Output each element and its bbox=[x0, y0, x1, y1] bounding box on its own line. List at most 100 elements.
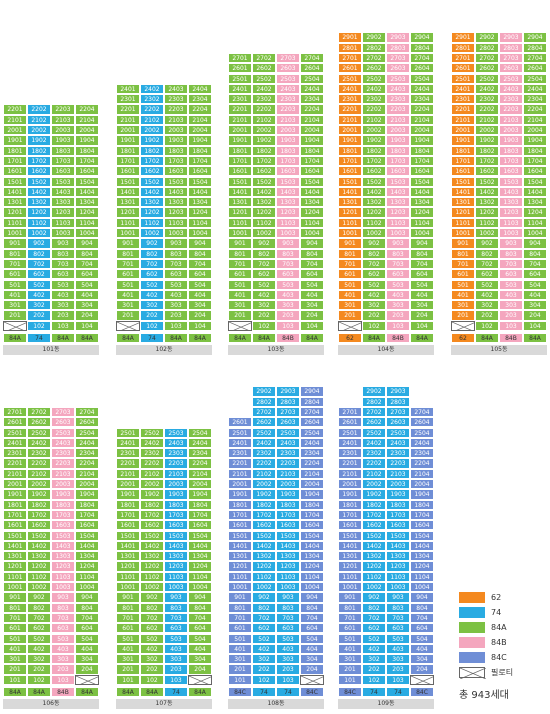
unit-cell: 2404 bbox=[523, 83, 547, 95]
unit-cell: 1503 bbox=[499, 176, 523, 187]
unit-cell: 904 bbox=[188, 238, 212, 249]
unit-cell: 1003 bbox=[51, 228, 75, 239]
unit-cell: 1703 bbox=[276, 155, 300, 167]
unit-cell: 1604 bbox=[75, 520, 99, 531]
unit-cell: 2802 bbox=[362, 396, 386, 407]
unit-cell: 604 bbox=[410, 269, 434, 280]
unit-cell: 2501 bbox=[116, 427, 140, 438]
unit-cell: 1701 bbox=[338, 509, 362, 521]
unit-cell: 1904 bbox=[75, 135, 99, 146]
unit-cell: 1802 bbox=[252, 499, 276, 510]
unit-cell: 1504 bbox=[75, 176, 99, 187]
unit-cell: 1604 bbox=[188, 166, 212, 177]
unit-cell: 2204 bbox=[300, 104, 324, 115]
unit-cell: 1403 bbox=[276, 540, 300, 552]
unit-cell: 2701 bbox=[3, 406, 27, 418]
unit-cell: 604 bbox=[410, 623, 434, 634]
unit-cell: 1601 bbox=[338, 520, 362, 531]
unit-type-label: 74 bbox=[164, 687, 188, 697]
unit-cell: 1604 bbox=[410, 520, 434, 531]
unit-cell: 2203 bbox=[499, 104, 523, 115]
unit-cell: 1903 bbox=[276, 135, 300, 146]
unit-cell: 2504 bbox=[410, 73, 434, 84]
building-name: 101동 bbox=[3, 345, 99, 355]
unit-cell: 804 bbox=[300, 248, 324, 259]
unit-cell: 1101 bbox=[228, 217, 252, 228]
unit-cell: 1902 bbox=[140, 489, 164, 500]
unit-cell: 304 bbox=[75, 300, 99, 311]
unit-cell: 2503 bbox=[276, 427, 300, 438]
unit-cell: 2101 bbox=[338, 468, 362, 479]
unit-cell: 2002 bbox=[27, 125, 51, 136]
unit-cell: 2004 bbox=[75, 125, 99, 136]
unit-cell: 1402 bbox=[140, 186, 164, 198]
unit-cell: 1502 bbox=[140, 530, 164, 541]
unit-cell: 2601 bbox=[228, 63, 252, 74]
unit-cell: 2204 bbox=[188, 104, 212, 115]
unit-cell: 1504 bbox=[300, 176, 324, 187]
unit-type-label: 84B bbox=[386, 333, 410, 343]
unit-cell: 704 bbox=[75, 258, 99, 270]
legend-swatch-74 bbox=[459, 607, 485, 618]
unit-cell: 604 bbox=[300, 269, 324, 280]
pilotis-cell bbox=[451, 320, 475, 331]
unit-cell: 501 bbox=[3, 633, 27, 644]
unit-cell: 301 bbox=[116, 300, 140, 311]
unit-cell: 2103 bbox=[276, 468, 300, 479]
unit-cell: 2803 bbox=[386, 42, 410, 53]
unit-cell: 1901 bbox=[338, 489, 362, 500]
unit-cell: 803 bbox=[51, 248, 75, 259]
unit-cell: 901 bbox=[116, 592, 140, 603]
unit-cell: 1104 bbox=[75, 217, 99, 228]
unit-cell: 901 bbox=[338, 238, 362, 249]
unit-cell: 404 bbox=[188, 643, 212, 655]
unit-cell: 401 bbox=[116, 289, 140, 301]
unit-cell: 1903 bbox=[386, 135, 410, 146]
unit-cell: 1203 bbox=[386, 207, 410, 218]
unit-cell: 1302 bbox=[475, 197, 499, 208]
unit-cell: 1202 bbox=[252, 561, 276, 572]
unit-cell: 1201 bbox=[3, 207, 27, 218]
unit-cell: 1301 bbox=[228, 197, 252, 208]
building-name: 105동 bbox=[451, 345, 547, 355]
unit-cell: 602 bbox=[362, 269, 386, 280]
unit-cell: 1901 bbox=[228, 489, 252, 500]
unit-cell: 604 bbox=[75, 269, 99, 280]
legend-item-pilotis: 필로티 bbox=[459, 667, 549, 679]
unit-cell: 1902 bbox=[252, 135, 276, 146]
unit-type-label: 74 bbox=[140, 333, 164, 343]
unit-cell: 2402 bbox=[252, 83, 276, 95]
unit-cell: 1804 bbox=[523, 145, 547, 156]
legend-label: 84B bbox=[491, 638, 507, 647]
unit-cell: 2002 bbox=[252, 479, 276, 490]
unit-cell: 2903 bbox=[386, 32, 410, 43]
unit-cell: 1102 bbox=[27, 571, 51, 582]
unit-cell: 2202 bbox=[140, 104, 164, 115]
unit-cell: 402 bbox=[362, 289, 386, 301]
legend-item-84a: 84A bbox=[459, 622, 549, 634]
unit-cell: 1302 bbox=[252, 197, 276, 208]
unit-cell: 701 bbox=[228, 612, 252, 624]
unit-cell: 804 bbox=[188, 248, 212, 259]
unit-cell: 1702 bbox=[475, 155, 499, 167]
unit-cell: 703 bbox=[51, 258, 75, 270]
unit-cell: 2301 bbox=[116, 94, 140, 105]
unit-cell: 2604 bbox=[523, 63, 547, 74]
unit-cell: 1903 bbox=[276, 489, 300, 500]
unit-cell: 1702 bbox=[252, 155, 276, 167]
unit-cell: 2003 bbox=[276, 479, 300, 490]
unit-cell: 1303 bbox=[386, 551, 410, 562]
unit-cell: 2702 bbox=[362, 52, 386, 64]
unit-cell: 1203 bbox=[276, 561, 300, 572]
unit-cell: 1404 bbox=[188, 540, 212, 552]
unit-cell: 1403 bbox=[386, 186, 410, 198]
unit-cell: 1401 bbox=[451, 186, 475, 198]
unit-cell: 1603 bbox=[51, 166, 75, 177]
unit-cell: 303 bbox=[276, 300, 300, 311]
unit-cell: 1602 bbox=[27, 166, 51, 177]
unit-cell: 1503 bbox=[51, 530, 75, 541]
unit-cell: 1702 bbox=[252, 509, 276, 521]
unit-cell: 1803 bbox=[164, 145, 188, 156]
unit-cell: 801 bbox=[228, 248, 252, 259]
unit-cell: 202 bbox=[140, 664, 164, 675]
